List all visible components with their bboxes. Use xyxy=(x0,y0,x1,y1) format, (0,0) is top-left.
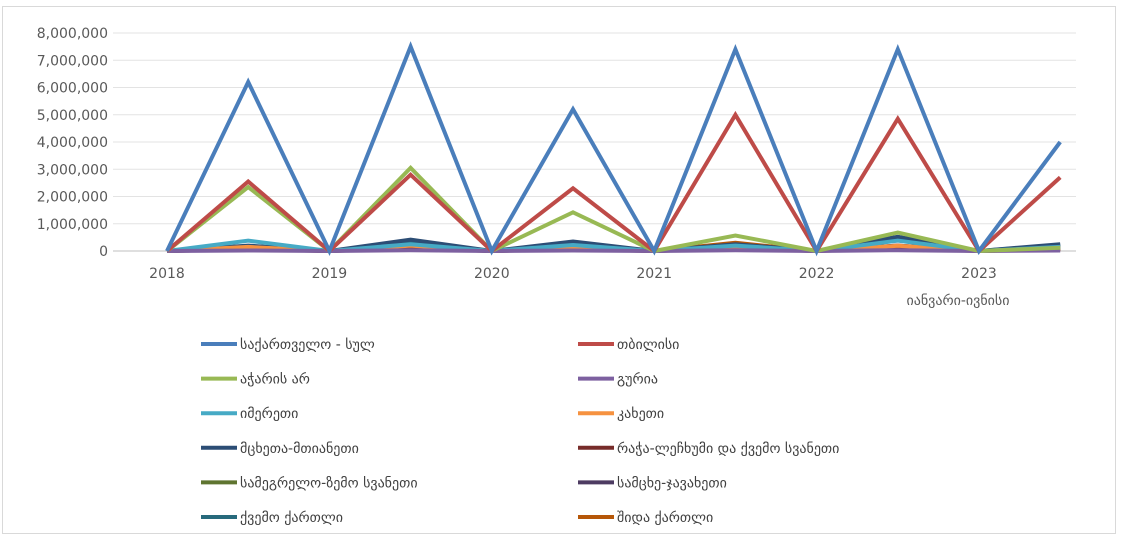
x-tick-sublabel: იანვარი-ივნისი xyxy=(907,292,1010,309)
x-tick-label: 2018 xyxy=(149,266,185,282)
x-tick-label: 2019 xyxy=(312,266,348,282)
y-tick-label: 4,000,000 xyxy=(37,135,108,151)
legend-label: თბილისი xyxy=(617,337,679,353)
chart-frame xyxy=(2,6,1116,534)
legend-label: სამცხე-ჯავახეთი xyxy=(617,475,727,491)
legend-label: შიდა ქართლი xyxy=(617,509,713,526)
series-0 xyxy=(165,41,1062,257)
y-tick-label: 5,000,000 xyxy=(37,108,108,124)
legend-label: ქვემო ქართლი xyxy=(240,509,343,526)
legend-label: კახეთი xyxy=(617,406,664,422)
series-line xyxy=(165,41,1062,257)
y-tick-label: 3,000,000 xyxy=(37,162,108,178)
legend-label: საქართველო - სულ xyxy=(240,336,375,353)
x-tick-label: 2021 xyxy=(636,266,672,282)
y-tick-label: 7,000,000 xyxy=(37,53,108,69)
y-tick-label: 1,000,000 xyxy=(37,217,108,233)
series-line xyxy=(166,248,1061,254)
legend-item: შიდა ქართლი xyxy=(578,509,713,526)
legend-item: გურია xyxy=(578,371,658,388)
x-tick-label: 2020 xyxy=(474,266,510,282)
y-tick-label: 6,000,000 xyxy=(37,81,108,97)
legend-item: საქართველო - სულ xyxy=(201,336,375,353)
legend-item: მცხეთა-მთიანეთი xyxy=(201,441,359,457)
legend-item: თბილისი xyxy=(578,337,679,353)
y-tick-label: 2,000,000 xyxy=(37,190,108,206)
legend-item: იმერეთი xyxy=(201,405,298,422)
legend-item: სამეგრელო-ზემო სვანეთი xyxy=(201,474,418,491)
y-tick-label: 0 xyxy=(99,244,108,260)
legend-item: სამცხე-ჯავახეთი xyxy=(578,475,727,491)
legend-label: იმერეთი xyxy=(240,405,298,422)
legend-label: სამეგრელო-ზემო სვანეთი xyxy=(240,474,418,491)
x-tick-label: 2022 xyxy=(799,266,835,282)
x-tick-label: 2023 xyxy=(961,266,997,282)
legend-item: კახეთი xyxy=(578,406,664,422)
series-line xyxy=(165,110,1062,255)
legend-label: გურია xyxy=(617,371,658,388)
legend-label: აჭარის არ xyxy=(240,371,310,388)
series-3 xyxy=(166,248,1061,254)
legend-label: რაჭა-ლეჩხუმი და ქვემო სვანეთი xyxy=(617,440,839,457)
legend-item: აჭარის არ xyxy=(201,371,310,388)
legend-item: ქვემო ქართლი xyxy=(201,509,343,526)
y-tick-label: 8,000,000 xyxy=(37,26,108,42)
legend-label: მცხეთა-მთიანეთი xyxy=(240,441,359,457)
legend-item: რაჭა-ლეჩხუმი და ქვემო სვანეთი xyxy=(578,440,839,457)
